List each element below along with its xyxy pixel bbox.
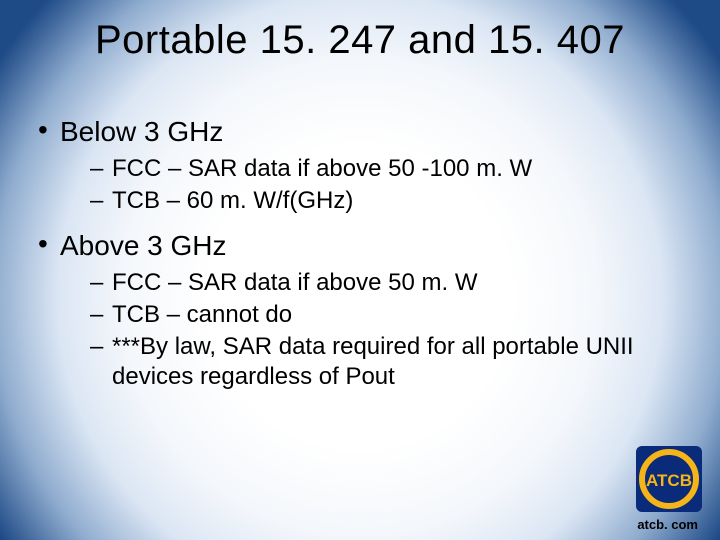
bullet-text: TCB – cannot do [112, 301, 292, 328]
slide-body: Below 3 GHz FCC – SAR data if above 50 -… [38, 110, 690, 406]
atcb-logo: ATCB [636, 446, 702, 512]
bullet-lvl2: TCB – 60 m. W/f(GHz) [90, 186, 690, 216]
bullet-text: TCB – 60 m. W/f(GHz) [112, 187, 353, 214]
bullet-lvl1: Above 3 GHz [38, 230, 690, 262]
sub-bullet-group: FCC – SAR data if above 50 m. W TCB – ca… [90, 268, 690, 392]
slide-title: Portable 15. 247 and 15. 407 [0, 18, 720, 63]
footer-text: atcb. com [637, 517, 698, 532]
bullet-lvl2: TCB – cannot do [90, 300, 690, 330]
bullet-text: Above 3 GHz [60, 230, 227, 261]
logo-icon: ATCB [636, 446, 702, 512]
bullet-text: FCC – SAR data if above 50 -100 m. W [112, 155, 532, 182]
bullet-text: FCC – SAR data if above 50 m. W [112, 269, 477, 296]
bullet-text: Below 3 GHz [60, 116, 223, 147]
bullet-lvl1: Below 3 GHz [38, 116, 690, 148]
bullet-text: ***By law, SAR data required for all por… [112, 333, 634, 390]
slide: Portable 15. 247 and 15. 407 Below 3 GHz… [0, 0, 720, 540]
sub-bullet-group: FCC – SAR data if above 50 -100 m. W TCB… [90, 154, 690, 216]
bullet-lvl2: FCC – SAR data if above 50 -100 m. W [90, 154, 690, 184]
logo-text: ATCB [646, 471, 692, 490]
bullet-lvl2: FCC – SAR data if above 50 m. W [90, 268, 690, 298]
bullet-lvl2: ***By law, SAR data required for all por… [90, 332, 690, 392]
